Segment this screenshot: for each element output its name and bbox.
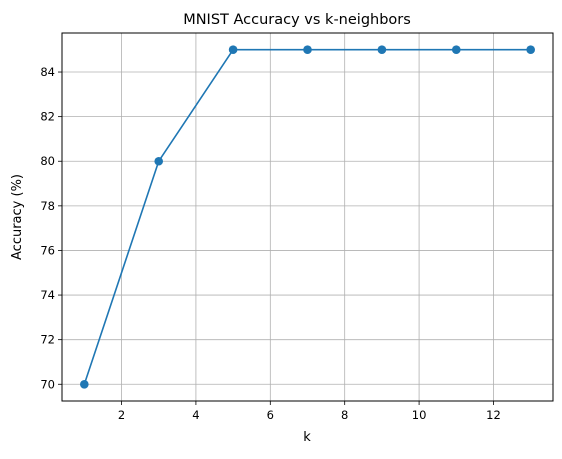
x-tick-label: 6 (267, 408, 274, 422)
data-point (228, 45, 238, 55)
x-tick-label: 10 (412, 408, 427, 422)
data-point (526, 45, 535, 55)
y-tick-label: 76 (40, 243, 55, 257)
y-tick-label: 82 (40, 110, 55, 124)
data-point (303, 45, 312, 55)
x-tick-label: 2 (118, 408, 125, 422)
x-axis-label: k (303, 430, 311, 445)
series-markers (80, 45, 535, 389)
grid-lines (62, 33, 553, 401)
x-tick-label: 12 (486, 408, 501, 422)
y-tick-label: 84 (40, 65, 55, 79)
data-point (154, 156, 164, 166)
y-tick-label: 72 (40, 333, 55, 347)
series-line (83, 48, 531, 385)
y-tick-label: 74 (40, 288, 55, 302)
y-axis-label: Accuracy (%) (10, 174, 25, 260)
data-point (377, 45, 387, 55)
x-tick-label: 4 (192, 408, 199, 422)
chart-title: MNIST Accuracy vs k-neighbors (183, 12, 411, 28)
x-axis-ticks: 2 4 6 8 10 12 (118, 401, 501, 422)
plot-area-frame (61, 32, 554, 402)
data-point (451, 45, 461, 55)
y-tick-label: 78 (40, 199, 55, 213)
y-axis-ticks: 70 72 74 76 78 80 82 84 (40, 65, 62, 391)
y-tick-label: 70 (40, 377, 55, 391)
y-tick-label: 80 (40, 154, 55, 168)
data-point (80, 379, 89, 389)
x-tick-label: 8 (341, 408, 348, 422)
series-line-layer (83, 48, 531, 385)
